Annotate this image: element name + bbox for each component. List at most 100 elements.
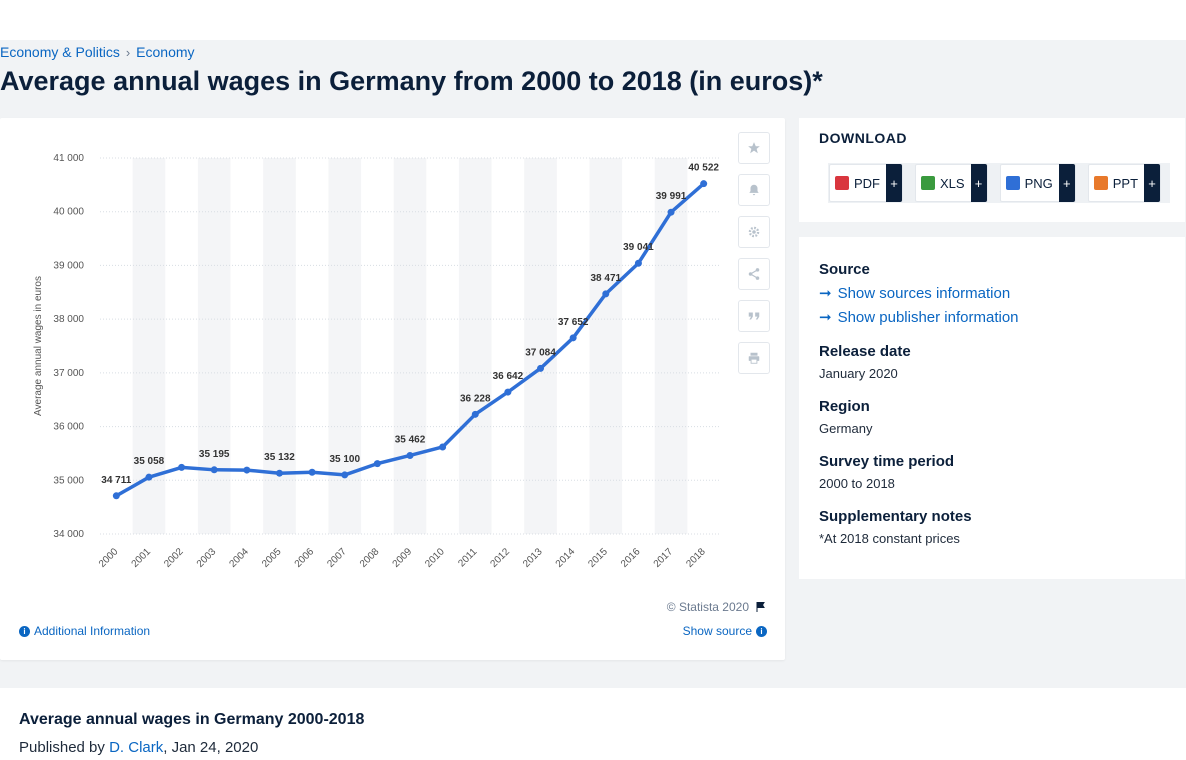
download-buttons: PDF + XLS + PNG + PPT + [828,163,1170,203]
data-label: 35 100 [329,454,360,465]
source-heading: Source [819,261,870,278]
data-label: 37 652 [558,317,589,328]
data-point [308,468,316,476]
data-label: 35 462 [395,434,426,445]
breadcrumb-economy[interactable]: Economy [136,44,195,60]
xls-file-icon [921,176,935,190]
data-point [471,410,479,418]
column-band [393,158,427,534]
x-tick-label: 2001 [130,546,154,570]
column-band [589,158,623,534]
quote-icon[interactable] [738,300,770,332]
download-xls-label: XLS [940,175,965,191]
x-tick-label: 2005 [260,546,284,570]
download-png-plus[interactable]: + [1058,164,1075,202]
author-link[interactable]: D. Clark [109,739,164,756]
download-card: DOWNLOAD PDF + XLS + PNG + PPT + [799,118,1185,222]
data-point [406,451,414,459]
region-heading: Region [819,398,870,415]
x-tick-label: 2018 [684,546,708,570]
column-band [458,158,492,534]
x-tick-label: 2016 [619,546,643,570]
download-png-button[interactable]: PNG + [999,164,1076,202]
column-band [197,158,231,534]
x-tick-label: 2012 [489,546,513,570]
data-point [537,364,545,372]
data-label: 35 195 [199,449,230,460]
breadcrumb-separator: › [125,44,131,60]
publication-card: Average annual wages in Germany 2000-201… [0,688,1186,760]
show-sources-link[interactable]: ➞ Show sources information [819,284,1011,303]
y-tick-label: 40 000 [53,207,84,218]
x-tick-label: 2015 [586,546,610,570]
x-tick-label: 2011 [456,546,479,569]
data-label: 36 642 [493,371,524,382]
supplementary-notes-value: *At 2018 constant prices [819,531,960,546]
additional-information-label: Additional Information [34,624,151,638]
breadcrumb: Economy & Politics › Economy [0,44,195,60]
download-xls-plus[interactable]: + [970,164,987,202]
show-publisher-link[interactable]: ➞ Show publisher information [819,308,1019,327]
share-icon[interactable] [738,258,770,290]
x-tick-label: 2013 [521,546,545,570]
data-point [275,469,283,477]
bell-icon[interactable] [738,174,770,206]
supplementary-notes-heading: Supplementary notes [819,508,972,525]
data-point [602,290,610,298]
region-value: Germany [819,421,873,436]
copyright: © Statista 2020 [667,600,767,614]
chart-card: 34 000 35 000 36 000 37 000 38 000 39 000 40 0… [0,118,785,660]
y-axis-label: Average annual wages in euros [33,276,44,416]
print-icon[interactable] [738,342,770,374]
show-source-label: Show source [682,624,752,638]
download-pdf-button[interactable]: PDF + [829,164,903,202]
column-band [132,158,166,534]
download-ppt-label: PPT [1112,175,1139,191]
y-tick-label: 39 000 [53,260,84,271]
data-point [504,388,512,396]
x-tick-label: 2003 [195,546,219,570]
show-sources-label: Show sources information [837,284,1011,302]
publication-byline: Published by D. Clark, Jan 24, 2020 [19,739,258,756]
download-xls-button[interactable]: XLS + [915,164,988,202]
show-source-link[interactable]: Show source i [683,624,767,638]
additional-information-link[interactable]: i Additional Information [19,624,150,638]
y-tick-label: 36 000 [53,422,84,433]
breadcrumb-economy-politics[interactable]: Economy & Politics [0,44,120,60]
data-point [145,473,153,481]
survey-period-heading: Survey time period [819,453,955,470]
star-icon[interactable] [738,132,770,164]
data-point [634,259,642,267]
data-label: 39 041 [623,242,654,253]
flag-icon[interactable] [755,601,767,613]
x-tick-label: 2009 [391,546,415,570]
download-ppt-plus[interactable]: + [1144,164,1161,202]
data-label: 35 058 [134,456,165,467]
x-tick-label: 2000 [97,546,121,570]
data-label: 40 522 [688,163,719,174]
data-label: 37 084 [525,347,556,358]
published-by-label: Published by [19,739,105,756]
data-point [569,334,577,342]
survey-period-value: 2000 to 2018 [819,476,895,491]
column-band [524,158,557,534]
release-date-value: January 2020 [819,366,898,381]
download-title: DOWNLOAD [819,130,907,146]
data-point [210,466,218,474]
publication-title: Average annual wages in Germany 2000-201… [19,711,365,728]
x-tick-label: 2006 [293,546,317,570]
data-label: 34 711 [101,475,131,486]
download-ppt-button[interactable]: PPT + [1087,164,1162,202]
data-point [243,466,251,474]
data-label: 38 471 [590,273,621,284]
download-png-label: PNG [1024,175,1053,191]
release-date-heading: Release date [819,343,911,360]
gear-icon[interactable] [738,216,770,248]
show-publisher-label: Show publisher information [837,308,1019,326]
data-point [667,208,675,216]
top-bar [0,0,1186,40]
publication-date: , Jan 24, 2020 [163,739,259,756]
x-tick-label: 2004 [227,546,251,570]
download-pdf-label: PDF [854,175,880,191]
download-pdf-plus[interactable]: + [886,164,902,202]
